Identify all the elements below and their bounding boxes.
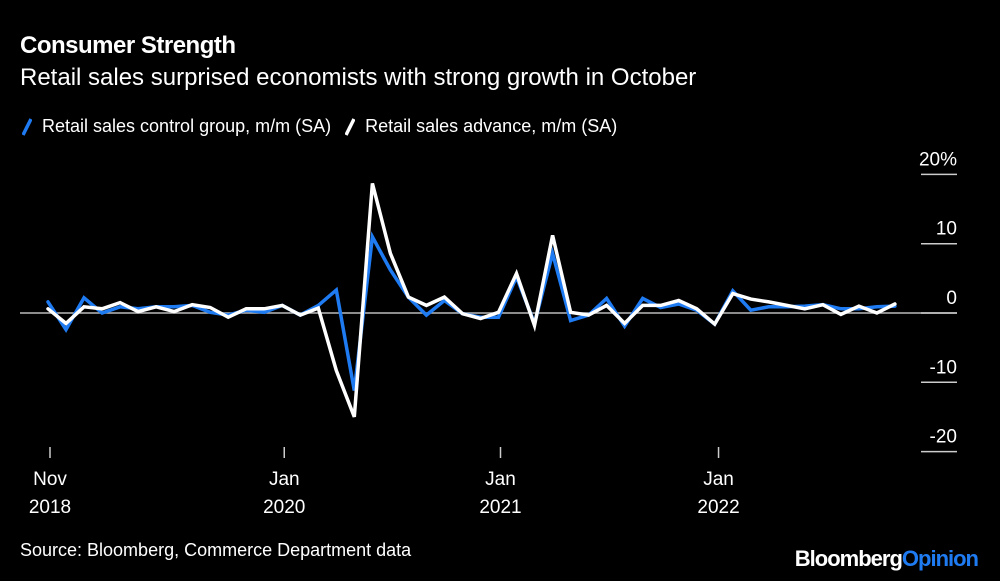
series-line-advance: [46, 182, 897, 418]
x-tick-label-year: 2021: [479, 497, 521, 518]
logo-suffix: Opinion: [901, 546, 979, 571]
legend-item-advance: Retail sales advance, m/m (SA): [345, 116, 617, 137]
y-tick-label: -20: [930, 427, 957, 448]
source-note: Source: Bloomberg, Commerce Department d…: [20, 540, 412, 560]
legend-label-control: Retail sales control group, m/m (SA): [42, 116, 332, 136]
logo-brand: Bloomberg: [794, 546, 903, 571]
x-tick-label-month: Jan: [269, 469, 300, 490]
y-tick-label: 0: [946, 288, 957, 309]
x-tick-label-month: Jan: [485, 469, 516, 490]
legend-swatch-advance: [345, 117, 356, 136]
x-tick-label-year: 2020: [263, 497, 305, 518]
bloomberg-opinion-logo: BloombergOpinion: [794, 546, 979, 572]
legend: Retail sales control group, m/m (SA) Ret…: [22, 116, 631, 137]
x-tick-label-year: 2018: [29, 497, 71, 518]
x-tick-label-year: 2022: [697, 497, 739, 518]
legend-item-control: Retail sales control group, m/m (SA): [22, 116, 331, 137]
y-tick-label: 10: [936, 219, 957, 240]
chart-subtitle: Retail sales surprised economists with s…: [20, 64, 697, 91]
chart-title: Consumer Strength: [20, 32, 236, 59]
x-tick-label-month: Nov: [33, 469, 67, 490]
y-tick-label: -10: [930, 357, 957, 378]
x-tick-label-month: Jan: [703, 469, 734, 490]
y-tick-label: 20%: [919, 149, 957, 170]
legend-label-advance: Retail sales advance, m/m (SA): [365, 116, 618, 136]
legend-swatch-control: [22, 117, 32, 136]
